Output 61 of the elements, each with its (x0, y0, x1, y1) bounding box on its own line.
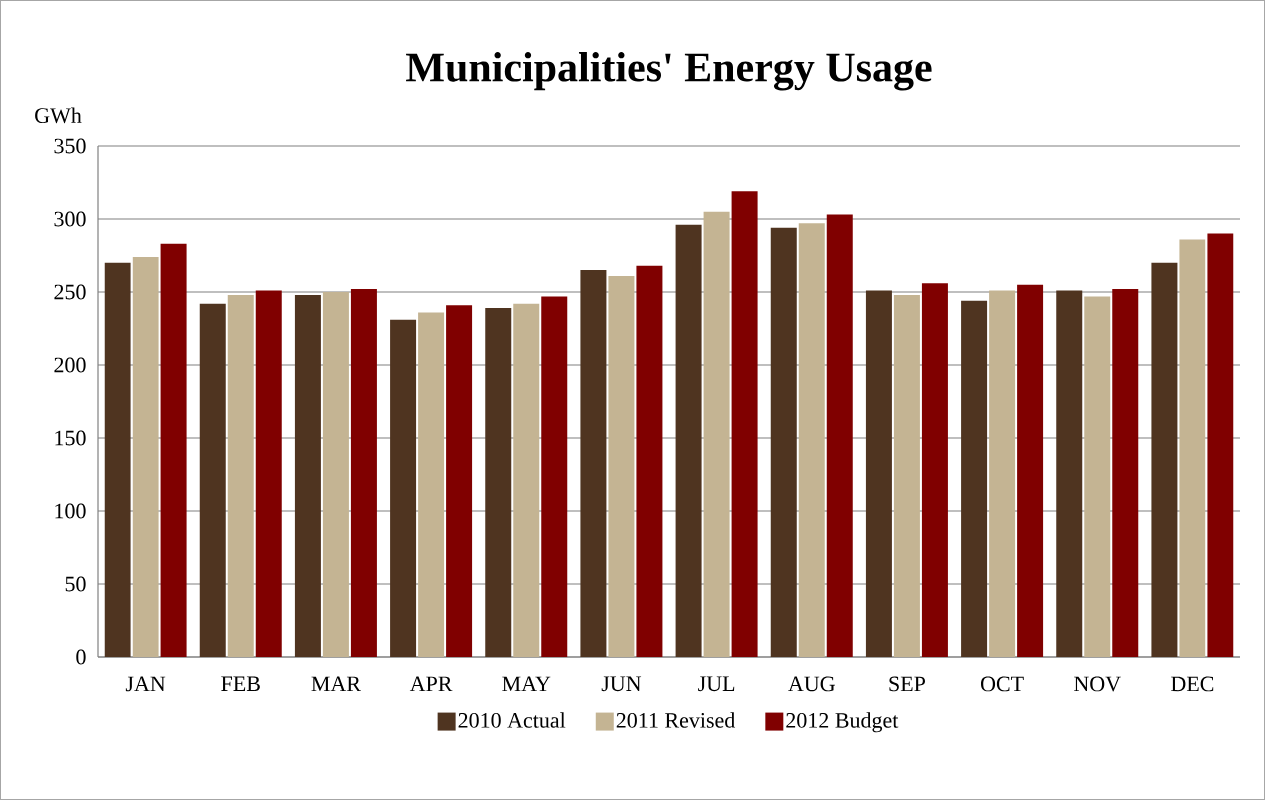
bar (1056, 290, 1083, 657)
x-tick-label: JUL (698, 676, 735, 692)
bar (513, 303, 540, 657)
bar (1112, 289, 1139, 657)
bar (921, 283, 948, 657)
bar (350, 289, 377, 657)
y-tick-label: 50 (65, 576, 86, 592)
bar (1179, 239, 1206, 657)
bar (865, 290, 892, 657)
y-tick-label: 150 (55, 430, 86, 446)
bar (446, 305, 473, 657)
chart-title: Municipalities' Energy Usage (406, 52, 932, 91)
x-tick-label: MAR (311, 676, 361, 692)
bar (731, 191, 758, 657)
bar (1207, 233, 1234, 657)
bar (770, 227, 797, 657)
bar (580, 270, 607, 657)
bar (703, 211, 730, 657)
x-tick-label: AUG (788, 676, 835, 692)
bar (390, 319, 417, 657)
bar (294, 294, 321, 657)
y-tick-label: 100 (55, 503, 86, 519)
bar (961, 300, 988, 657)
bar (798, 223, 825, 657)
x-tick-label: JAN (125, 676, 166, 692)
bar (989, 290, 1016, 657)
legend-label: 2012 Budget (786, 712, 899, 733)
y-tick-label: 0 (76, 649, 86, 665)
bar (636, 265, 663, 657)
legend-label: 2011 Revised (616, 712, 736, 728)
bar (255, 290, 282, 657)
x-tick-label: OCT (981, 676, 1024, 692)
bar (541, 296, 568, 657)
y-tick-label: 200 (54, 357, 86, 373)
bar (418, 312, 445, 657)
bar (893, 294, 920, 657)
bar (1084, 296, 1111, 657)
x-tick-label: SEP (889, 676, 925, 692)
x-tick-label: DEC (1171, 676, 1214, 692)
bar (485, 308, 512, 657)
y-tick-label: 300 (54, 211, 86, 227)
bar (132, 256, 159, 657)
bar (104, 262, 131, 657)
bar (675, 224, 702, 657)
bar (322, 292, 349, 657)
bar (227, 294, 254, 657)
x-tick-label: JUN (601, 676, 642, 692)
x-tick-label: NOV (1074, 676, 1121, 692)
x-tick-label: APR (409, 676, 453, 692)
bar (1151, 262, 1178, 657)
bar (608, 275, 635, 657)
y-tick-label: 250 (54, 284, 86, 300)
legend-label: 2010 Actual (458, 712, 566, 728)
y-tick-label: 350 (54, 138, 86, 154)
y-axis-title: GWh (35, 107, 82, 124)
bar (199, 303, 226, 657)
bar (826, 214, 853, 657)
x-tick-label: MAY (502, 676, 551, 692)
x-tick-label: FEB (221, 676, 260, 691)
bar (160, 243, 187, 657)
bar (1017, 284, 1044, 657)
